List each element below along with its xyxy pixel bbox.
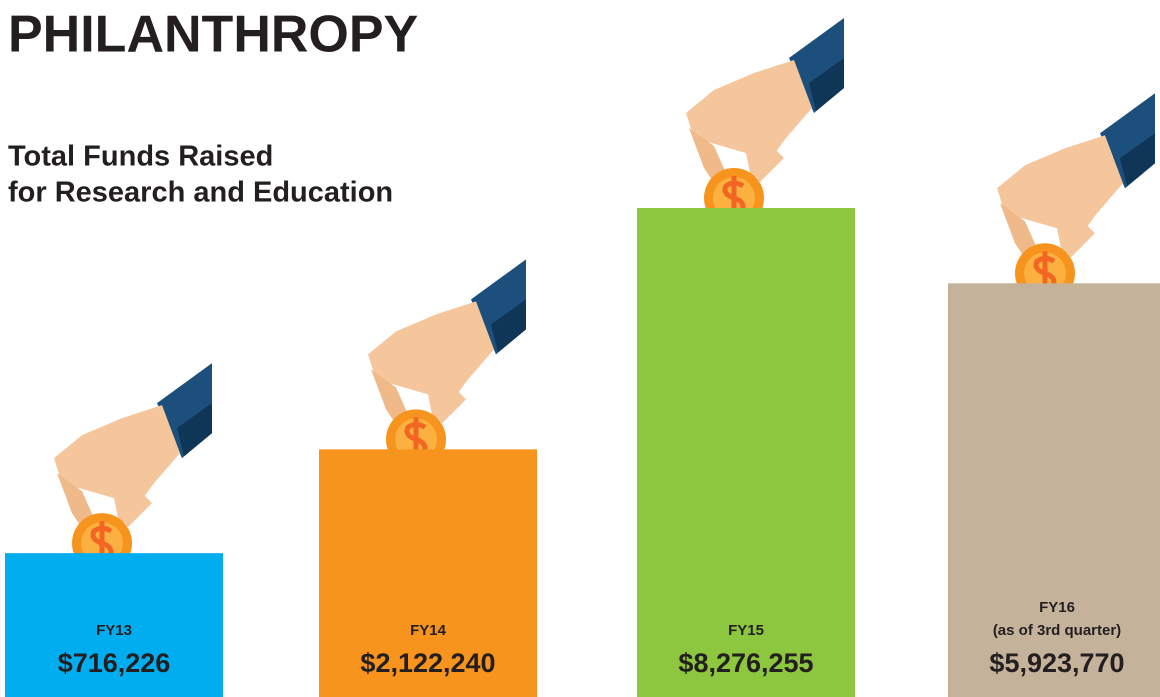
- value-label: $5,923,770: [989, 648, 1124, 678]
- value-label: $716,226: [58, 648, 171, 678]
- value-label: $8,276,255: [678, 648, 813, 678]
- category-label: FY15: [728, 622, 764, 639]
- chart-subtitle: Total Funds Raised: [8, 141, 273, 173]
- page: {"chart_data": {"type": "bar", "title": …: [0, 0, 1160, 697]
- category-label: FY13: [96, 622, 132, 639]
- hand-icon: [686, 18, 844, 228]
- hand-icon: [997, 93, 1155, 303]
- hand-icon: [54, 363, 212, 573]
- chart-title: PHILANTHROPY: [8, 6, 418, 64]
- chart: PHILANTHROPY Total Funds Raised for Rese…: [0, 0, 1160, 697]
- category-note: (as of 3rd quarter): [993, 622, 1121, 639]
- category-label: FY14: [410, 622, 447, 639]
- category-label: FY16: [1039, 599, 1075, 616]
- value-label: $2,122,240: [360, 648, 495, 678]
- hand-icon: [368, 259, 526, 469]
- chart-subtitle: for Research and Education: [8, 177, 393, 209]
